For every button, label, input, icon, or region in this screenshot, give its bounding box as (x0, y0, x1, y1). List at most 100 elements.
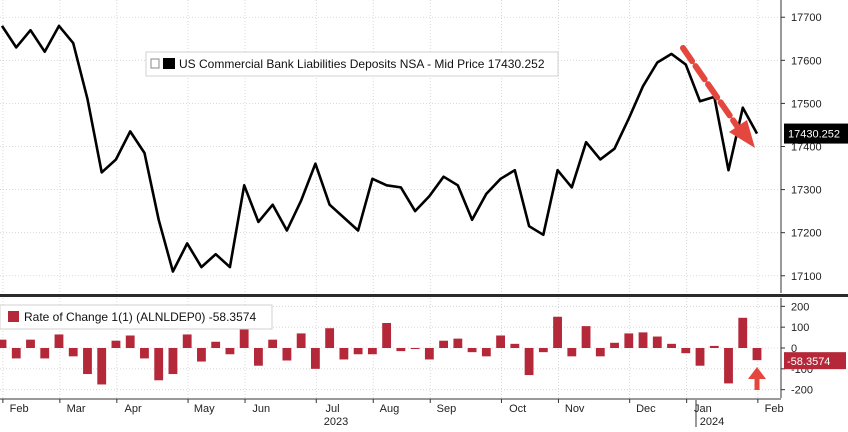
roc-bar (681, 348, 691, 354)
roc-bar (339, 348, 349, 360)
roc-bar (610, 342, 619, 348)
legend-text-bottom: Rate of Change 1(1) (ALNLDEP0) -58.3574 (24, 310, 256, 324)
ytick-label-top: 17100 (791, 271, 822, 283)
xtick-label-month: Feb (765, 403, 784, 415)
roc-bar (182, 334, 192, 348)
roc-bar (410, 348, 420, 350)
roc-bars (0, 308, 762, 385)
roc-bar (695, 348, 705, 366)
roc-bar (624, 333, 634, 348)
roc-bar (325, 328, 335, 348)
deposits-line (0, 24, 759, 273)
legend-swatch-line (163, 58, 175, 69)
roc-bar (638, 332, 648, 348)
roc-bar (424, 348, 434, 360)
xtick-label-month: Jul (325, 403, 339, 415)
legend-text-top: US Commercial Bank Liabilities Deposits … (179, 57, 545, 71)
roc-bar (154, 348, 164, 381)
last-value-tag-top (784, 123, 848, 144)
roc-bar (353, 348, 363, 355)
roc-bar (197, 348, 206, 362)
legend-checkbox-icon (150, 58, 160, 69)
roc-bar (382, 323, 392, 348)
xtick-label-month: Mar (67, 403, 86, 415)
annotation-layer (680, 45, 766, 390)
roc-bar (168, 348, 178, 375)
roc-bar (11, 348, 21, 359)
last-value-tag-bottom (784, 352, 846, 370)
roc-bar (282, 348, 292, 361)
ytick-label-top: 17400 (791, 142, 822, 154)
roc-bar (83, 348, 92, 375)
roc-bar (467, 348, 477, 353)
last-value-label-top: 17430.252 (788, 129, 840, 141)
roc-bar (253, 348, 263, 366)
xtick-label-month: May (194, 403, 215, 415)
roc-bar (453, 338, 463, 348)
legend-layer: US Commercial Bank Liabilities Deposits … (0, 51, 559, 330)
year-label: 2024 (700, 416, 724, 427)
ytick-label-bottom: 100 (791, 322, 809, 334)
roc-bar (296, 333, 306, 348)
xtick-label-month: Jun (252, 403, 270, 415)
ytick-label-top: 17600 (791, 55, 822, 67)
roc-bar (54, 334, 64, 348)
ytick-label-bottom: 200 (791, 301, 809, 313)
roc-bar (553, 316, 562, 348)
legend-box-bottom (0, 304, 273, 330)
roc-bar (481, 348, 491, 357)
xtick-label-month: Dec (636, 403, 656, 415)
legend-swatch-bar (8, 311, 19, 322)
roc-bar (752, 348, 762, 361)
roc-bar (738, 317, 748, 348)
roc-bar (0, 339, 7, 348)
last-value-label-bottom: -58.3574 (787, 356, 830, 368)
ytick-label-top: 17300 (791, 185, 822, 197)
roc-bar (724, 348, 733, 384)
xtick-label-month: Aug (380, 403, 400, 415)
roc-bar (40, 348, 50, 359)
roc-bar (268, 339, 278, 348)
ytick-label-bottom: -200 (791, 385, 813, 397)
roc-bar (367, 348, 377, 355)
up-arrow-head-icon (748, 367, 766, 379)
roc-bar (524, 348, 534, 376)
roc-bar (225, 348, 235, 355)
ytick-label-top: 17200 (791, 228, 822, 240)
xtick-label-month: Feb (10, 403, 29, 415)
roc-bar (97, 348, 107, 385)
roc-bar (496, 335, 506, 348)
roc-bar (125, 335, 135, 348)
down-arrow-head-icon (729, 120, 755, 148)
roc-bar (538, 348, 548, 353)
roc-bar (439, 340, 449, 348)
xtick-label-month: Nov (565, 403, 585, 415)
ytick-label-top: 17500 (791, 98, 822, 110)
xtick-label-month: Jan (694, 403, 712, 415)
xtick-label-month: Sep (437, 403, 457, 415)
roc-bar (211, 341, 221, 348)
roc-bar (667, 343, 676, 348)
legend-box-top (145, 51, 559, 77)
roc-bar (567, 348, 577, 357)
roc-bar (396, 348, 406, 352)
panel-divider (0, 294, 848, 297)
roc-bar (68, 348, 78, 357)
roc-bar (310, 348, 320, 369)
roc-bar (140, 348, 149, 359)
deposits-line-layer (0, 24, 759, 273)
ytick-label-top: 17700 (791, 12, 822, 24)
roc-bar (709, 345, 719, 348)
roc-bar (111, 340, 121, 348)
roc-bar (652, 336, 662, 348)
year-label: 2023 (324, 416, 348, 427)
xtick-label-month: Oct (509, 403, 526, 415)
down-arrow-shaft (680, 45, 740, 129)
roc-bar (26, 339, 35, 348)
roc-bar (510, 343, 520, 348)
ytick-label-bottom: 0 (791, 343, 797, 355)
xtick-label-month: Apr (124, 403, 141, 415)
